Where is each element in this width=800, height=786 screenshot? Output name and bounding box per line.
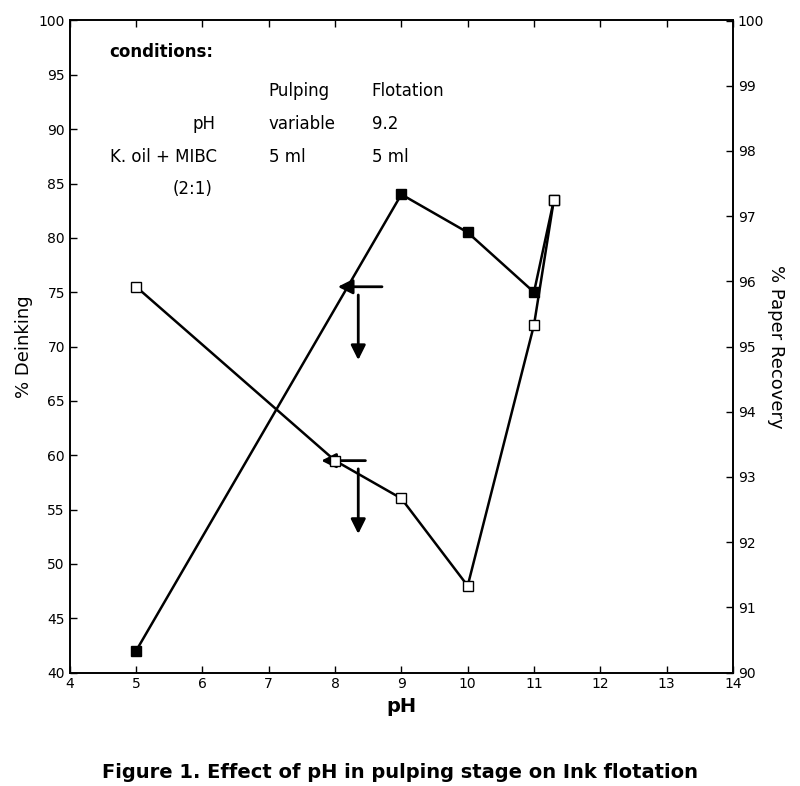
Text: conditions:: conditions: xyxy=(110,43,214,61)
Text: 5 ml: 5 ml xyxy=(371,148,408,166)
Text: variable: variable xyxy=(269,115,336,133)
Text: Pulping: Pulping xyxy=(269,83,330,101)
Text: pH: pH xyxy=(193,115,215,133)
Y-axis label: % Deinking: % Deinking xyxy=(15,296,33,398)
X-axis label: pH: pH xyxy=(386,697,417,716)
Y-axis label: % Paper Recovery: % Paper Recovery xyxy=(767,265,785,428)
Text: 9.2: 9.2 xyxy=(371,115,398,133)
Text: (2:1): (2:1) xyxy=(173,180,213,198)
Text: 5 ml: 5 ml xyxy=(269,148,306,166)
Text: K. oil + MIBC: K. oil + MIBC xyxy=(110,148,217,166)
Text: Figure 1. Effect of pH in pulping stage on Ink flotation: Figure 1. Effect of pH in pulping stage … xyxy=(102,763,698,782)
Text: Flotation: Flotation xyxy=(371,83,444,101)
